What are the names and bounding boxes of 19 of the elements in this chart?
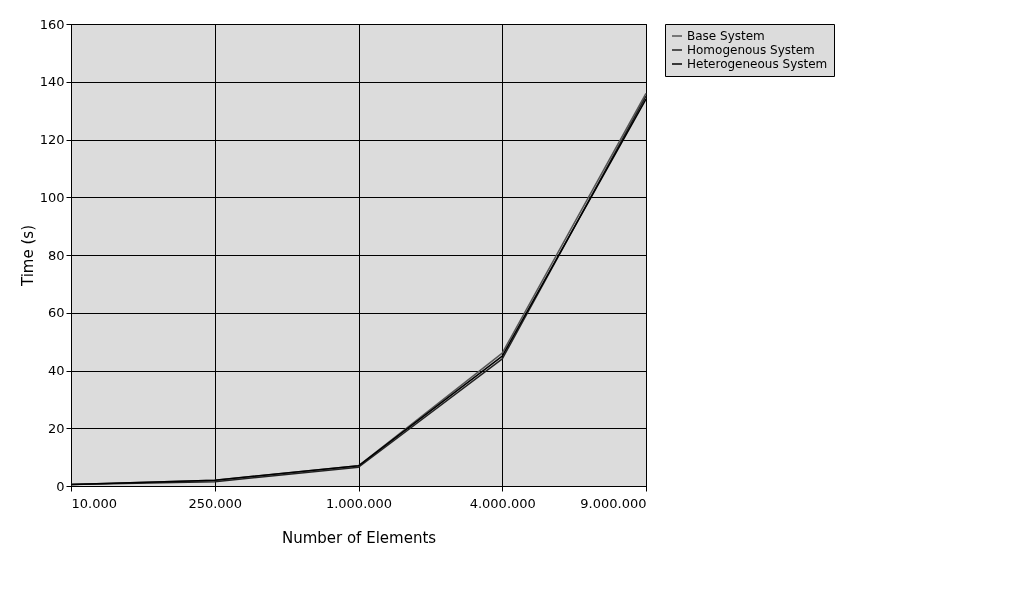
x-tick-label: 1.000.000 (325, 495, 393, 511)
x-tick-label: 9.000.000 (580, 495, 647, 511)
legend-label: Base System (687, 29, 765, 43)
x-tick-label: 10.000 (71, 495, 117, 511)
legend-label: Homogenous System (687, 43, 815, 57)
y-tick-label: 160 (39, 16, 65, 32)
y-tick-label: 40 (47, 363, 65, 378)
x-tick-label: 250.000 (188, 495, 243, 511)
y-tick-label: 0 (56, 478, 65, 494)
x-tick-label: 4.000.000 (469, 495, 536, 511)
legend-label: Heterogeneous System (687, 57, 828, 71)
y-axis-title: Time (s) (18, 225, 37, 287)
y-tick-label: 80 (47, 247, 65, 263)
y-tick-label: 60 (47, 305, 65, 321)
y-tick-label: 140 (39, 74, 65, 90)
x-axis-title: Number of Elements (281, 528, 437, 547)
y-tick-label: 100 (39, 189, 65, 205)
y-tick-label: 20 (47, 420, 65, 436)
y-tick-label: 120 (39, 132, 65, 147)
